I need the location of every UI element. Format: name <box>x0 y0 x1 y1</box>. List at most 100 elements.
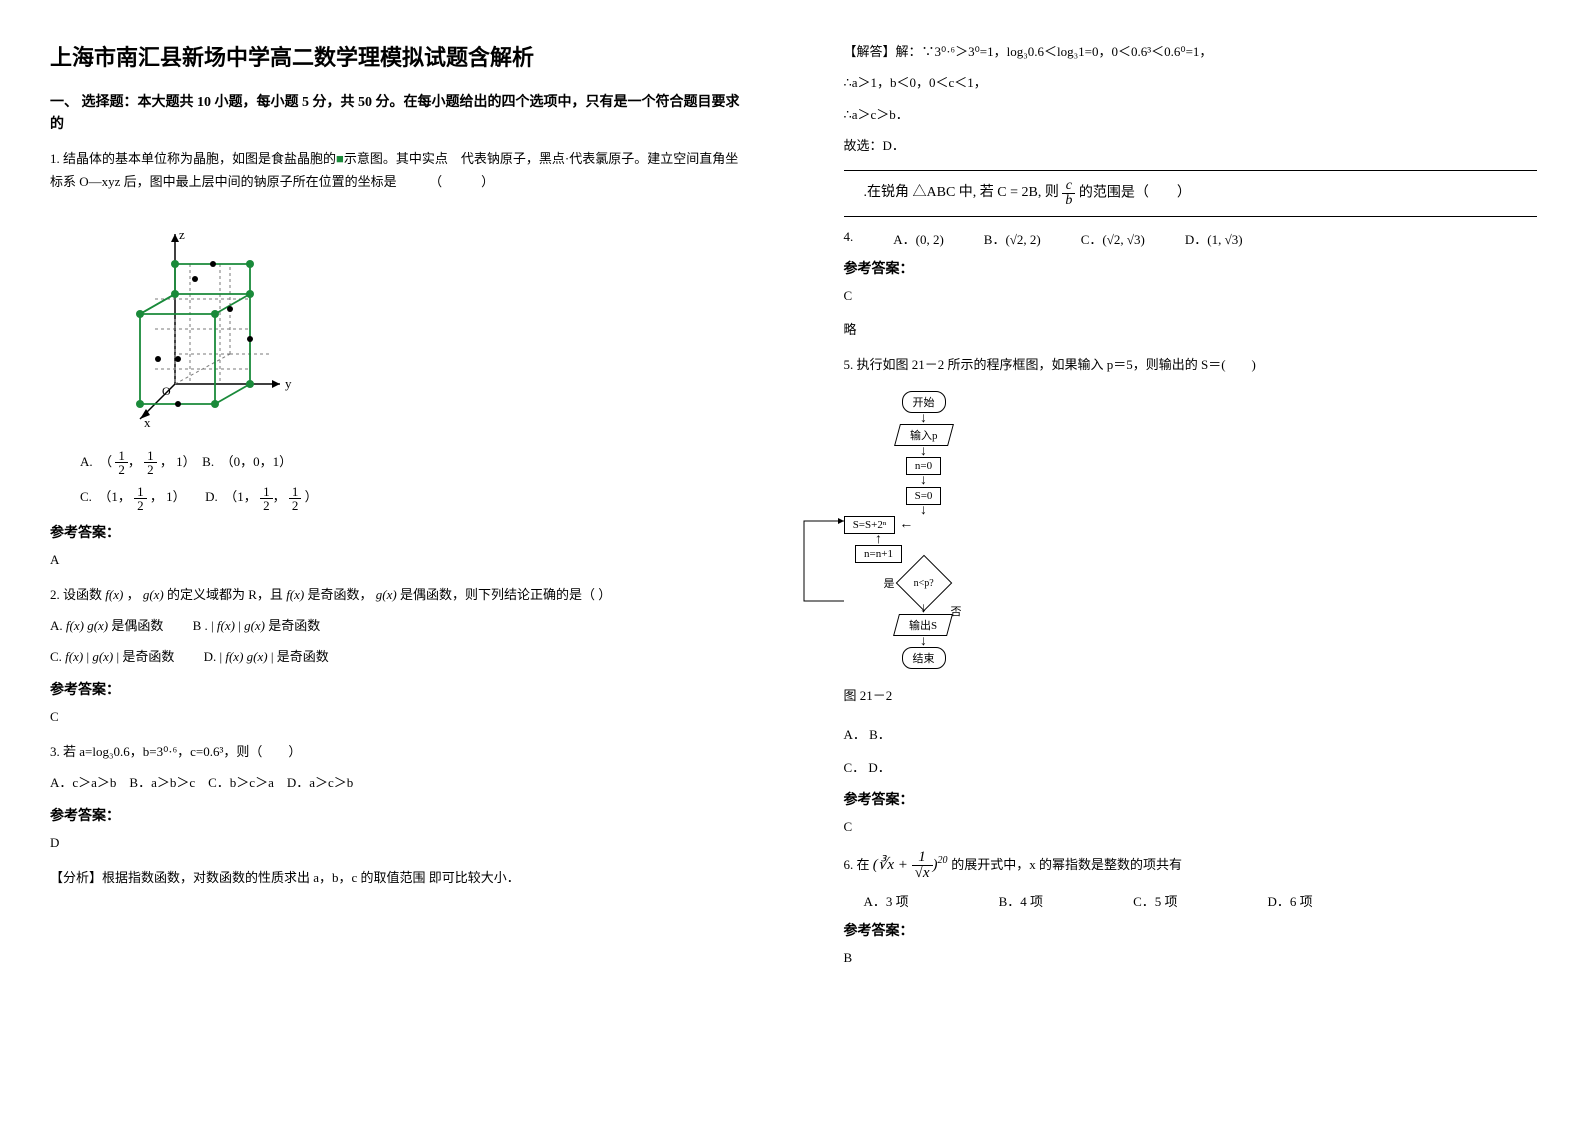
q2C-d: | 是奇函数 <box>271 649 329 664</box>
arrow-icon: ↓ <box>920 475 927 486</box>
answer-label-4: 参考答案： <box>844 258 1538 278</box>
q2-fx1: f(x) <box>105 587 123 602</box>
arrow-icon: ↓ <box>920 446 927 457</box>
q1-text: 1. 结晶体的基本单位称为晶胞，如图是食盐晶胞的 <box>50 151 336 166</box>
q6-ta: 6. 在 <box>844 857 873 872</box>
q2C-c: | 是奇函数 D. | <box>117 649 226 664</box>
q6-optB: B．4 项 <box>999 891 1043 910</box>
flow-diamond: n<p? <box>895 555 952 612</box>
flow-input-text: 输入p <box>910 427 938 443</box>
q1-optD-end: ） <box>305 489 318 504</box>
question-5: 5. 执行如图 21－2 所示的程序框图，如果输入 p＝5，则输出的 S＝( ) <box>844 353 1538 376</box>
right-column: 【解答】解：∵3⁰·⁶＞3⁰=1，log₃0.6＜log₃1=0，0＜0.6³＜… <box>794 0 1587 1122</box>
q1-optA-end: ， 1） B. （0，0，1） <box>160 454 292 469</box>
q2-tb: ， <box>127 587 140 602</box>
left-column: 上海市南汇县新场中学高二数学理模拟试题含解析 一、 选择题：本大题共 10 小题… <box>0 0 794 1122</box>
q4-options: 4. A．(0, 2) B．(√2, 2) C．(√2, √3) D．(1, √… <box>864 229 1538 248</box>
q6-optD: D．6 项 <box>1267 891 1312 910</box>
q2C-a: C. <box>50 649 65 664</box>
q5-optAB: A． B． <box>844 723 1538 746</box>
q1-answer: A <box>50 552 744 568</box>
q4-optC: C．(√2, √3) <box>1081 229 1145 248</box>
fraction-half-4: 12 <box>260 485 273 512</box>
flow-inc: n=n+1 <box>855 545 902 563</box>
answer-label-6: 参考答案： <box>844 920 1538 940</box>
flow-cond: n<p? <box>913 577 933 588</box>
q4-frac-den: b <box>1062 194 1075 208</box>
q6-plus: + <box>894 857 912 873</box>
q6-base-a: ∛x <box>878 857 894 873</box>
q6-exp: 20 <box>938 855 948 866</box>
q2-options-row2: C. f(x) | g(x) | 是奇函数 D. | f(x) g(x) | 是… <box>50 645 744 668</box>
flow-init2: S=0 <box>906 487 942 505</box>
axis-y-label: y <box>285 376 292 391</box>
q6-fnum: 1 <box>912 850 933 866</box>
q6-optA: A．3 项 <box>864 891 909 910</box>
q2B-gx: g(x) <box>244 618 265 633</box>
q2-tc: 的定义域都为 R，且 <box>167 587 283 602</box>
q2-gx2: g(x) <box>376 587 397 602</box>
q2A-fx: f(x) <box>66 618 84 633</box>
arrow-icon: ↓ <box>920 413 927 424</box>
q1-optC-pre: C. （1， <box>80 489 131 504</box>
q6-expr: (∛x + 1√x)20 <box>873 857 951 873</box>
answer-label-1: 参考答案： <box>50 522 744 542</box>
q2D-fx: f(x) <box>225 649 243 664</box>
arrow-icon: ↑ <box>875 534 882 545</box>
q4-answer-c: C <box>844 288 1538 304</box>
q4-num: 4. <box>844 229 854 248</box>
section-1-heading: 一、 选择题：本大题共 10 小题，每小题 5 分，共 50 分。在每小题给出的… <box>50 92 744 137</box>
q6-tb: 的展开式中，x 的幂指数是整数的项共有 <box>951 857 1182 872</box>
q1-figure: x y z O <box>80 209 744 434</box>
origin-label: O <box>162 384 171 398</box>
q2A-d: 是奇函数 <box>268 618 320 633</box>
flow-start: 开始 <box>902 391 946 413</box>
fraction-half-2: 12 <box>144 449 157 476</box>
flow-input: 输入p <box>894 424 953 446</box>
arrow-left-icon: ← <box>899 517 913 533</box>
question-1: 1. 结晶体的基本单位称为晶胞，如图是食盐晶胞的■示意图。其中实点 代表钠原子，… <box>50 147 744 194</box>
axis-z-label: z <box>179 227 185 242</box>
q2-gx1: g(x) <box>143 587 164 602</box>
q4-fraction: c b <box>1062 179 1075 208</box>
q2A-a: A. <box>50 618 66 633</box>
flow-output: 输出S <box>893 614 953 636</box>
q2-ta: 2. 设函数 <box>50 587 102 602</box>
q3-detail-l4: 故选：D． <box>844 134 1538 157</box>
arrow-icon: ↓ <box>920 505 927 516</box>
crystal-cube-svg: x y z O <box>80 209 300 429</box>
q4-optB: B．(√2, 2) <box>984 229 1041 248</box>
fraction-half-3: 12 <box>134 485 147 512</box>
q2-answer: C <box>50 709 744 725</box>
q1-optC-end: ， 1） D. （1， <box>150 489 257 504</box>
question-3: 3. 若 a=log₃0.6，b=3⁰·⁶，c=0.6³，则（ ） <box>50 740 744 763</box>
q6-fden: √x <box>912 866 933 881</box>
q6-options: A．3 项 B．4 项 C．5 项 D．6 项 <box>864 891 1538 910</box>
question-2: 2. 设函数 f(x) ， g(x) 的定义域都为 R，且 f(x) 是奇函数，… <box>50 583 744 606</box>
q3-analysis: 【分析】根据指数函数，对数函数的性质求出 a，b，c 的取值范围 即可比较大小． <box>50 866 744 889</box>
q3-options: A．c＞a＞b B．a＞b＞c C．b＞c＞a D．a＞c＞b <box>50 771 744 794</box>
q4-optA: A．(0, 2) <box>893 229 944 248</box>
q2A-b: 是偶函数 B . | <box>111 618 217 633</box>
q2-fx2: f(x) <box>286 587 304 602</box>
axis-x-label: x <box>144 415 151 429</box>
q2B-fx: f(x) <box>217 618 235 633</box>
q5-figlabel: 图 21－2 <box>844 684 1538 707</box>
flow-output-text: 输出S <box>909 617 937 633</box>
q4-frac-num: c <box>1062 179 1075 194</box>
q4-boxed: .在锐角 △ABC 中, 若 C = 2B, 则 c b 的范围是（ ） <box>844 170 1538 217</box>
q5-answer: C <box>844 819 1538 835</box>
q5-optCD: C． D． <box>844 756 1538 779</box>
q3-detail-l3: ∴a＞c＞b． <box>844 103 1538 126</box>
doc-title: 上海市南汇县新场中学高二数学理模拟试题含解析 <box>50 40 744 72</box>
fraction-half-1: 12 <box>115 449 128 476</box>
q3-detail-l2: ∴a＞1，b＜0，0＜c＜1， <box>844 71 1538 94</box>
q5-flowchart: 开始 ↓ 输入p ↓ n=0 ↓ S=0 ↓ S=S+2ⁿ ← ↑ n=n+1 … <box>844 391 1538 669</box>
flow-return-arrow <box>794 391 854 631</box>
flow-end: 结束 <box>902 647 946 669</box>
q2A-gx: g(x) <box>87 618 108 633</box>
q1-options: A. （ 12， 12 ， 1） B. （0，0，1） C. （1， 12 ， … <box>80 449 744 512</box>
q4-text-b: 的范围是（ ） <box>1079 185 1191 200</box>
q2-td: 是奇函数， <box>307 587 372 602</box>
q6-optC: C．5 项 <box>1133 891 1177 910</box>
